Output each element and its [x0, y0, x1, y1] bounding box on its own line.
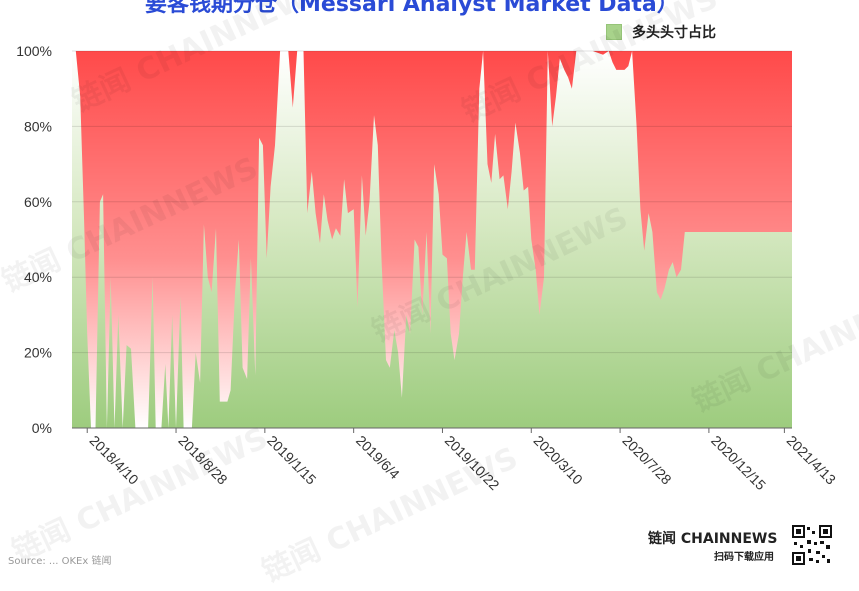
x-tick-label: 2021/4/13 — [784, 432, 840, 488]
x-tick-label: 2020/7/28 — [619, 432, 675, 488]
plot-area — [72, 51, 792, 428]
y-tick-label: 20% — [24, 345, 52, 361]
grid-lines — [72, 50, 792, 429]
x-tick-label: 2020/3/10 — [531, 432, 587, 488]
y-tick-label: 100% — [16, 43, 52, 59]
y-tick-label: 40% — [24, 269, 52, 285]
x-tick-label: 2020/12/15 — [708, 432, 769, 493]
x-tick-label: 2019/1/15 — [264, 432, 320, 488]
legend-swatch — [606, 24, 622, 40]
x-tick-label: 2018/4/10 — [87, 432, 143, 488]
qr-code-icon[interactable] — [792, 525, 832, 565]
x-tick-label: 2019/6/4 — [353, 432, 403, 482]
legend-label: 多头头寸占比 — [632, 25, 716, 41]
brand-subtitle: 扫码下载应用 — [714, 552, 774, 563]
y-tick-label: 80% — [24, 118, 52, 134]
x-axis: 2018/4/10 2018/8/28 2019/1/15 2019/6/4 2019/… — [87, 428, 840, 493]
area-chart: 0%20%40%60%80%100% 2018/4/10 2018/8/28 201… — [16, 43, 840, 493]
x-tick-label: 2019/10/22 — [442, 432, 503, 493]
x-tick-label: 2018/8/28 — [175, 432, 231, 488]
chart-title: 要客钱期分仓（Messari Analyst Market Data） — [145, 0, 679, 17]
brand-logo: 链闻 CHAINNEWS — [648, 531, 778, 547]
y-tick-label: 0% — [32, 420, 52, 436]
y-axis: 0% 20% 40% 60% 80% 100% — [16, 43, 52, 436]
y-tick-label: 60% — [24, 194, 52, 210]
legend: 多头头寸占比 — [606, 22, 716, 42]
long-area — [72, 51, 792, 428]
